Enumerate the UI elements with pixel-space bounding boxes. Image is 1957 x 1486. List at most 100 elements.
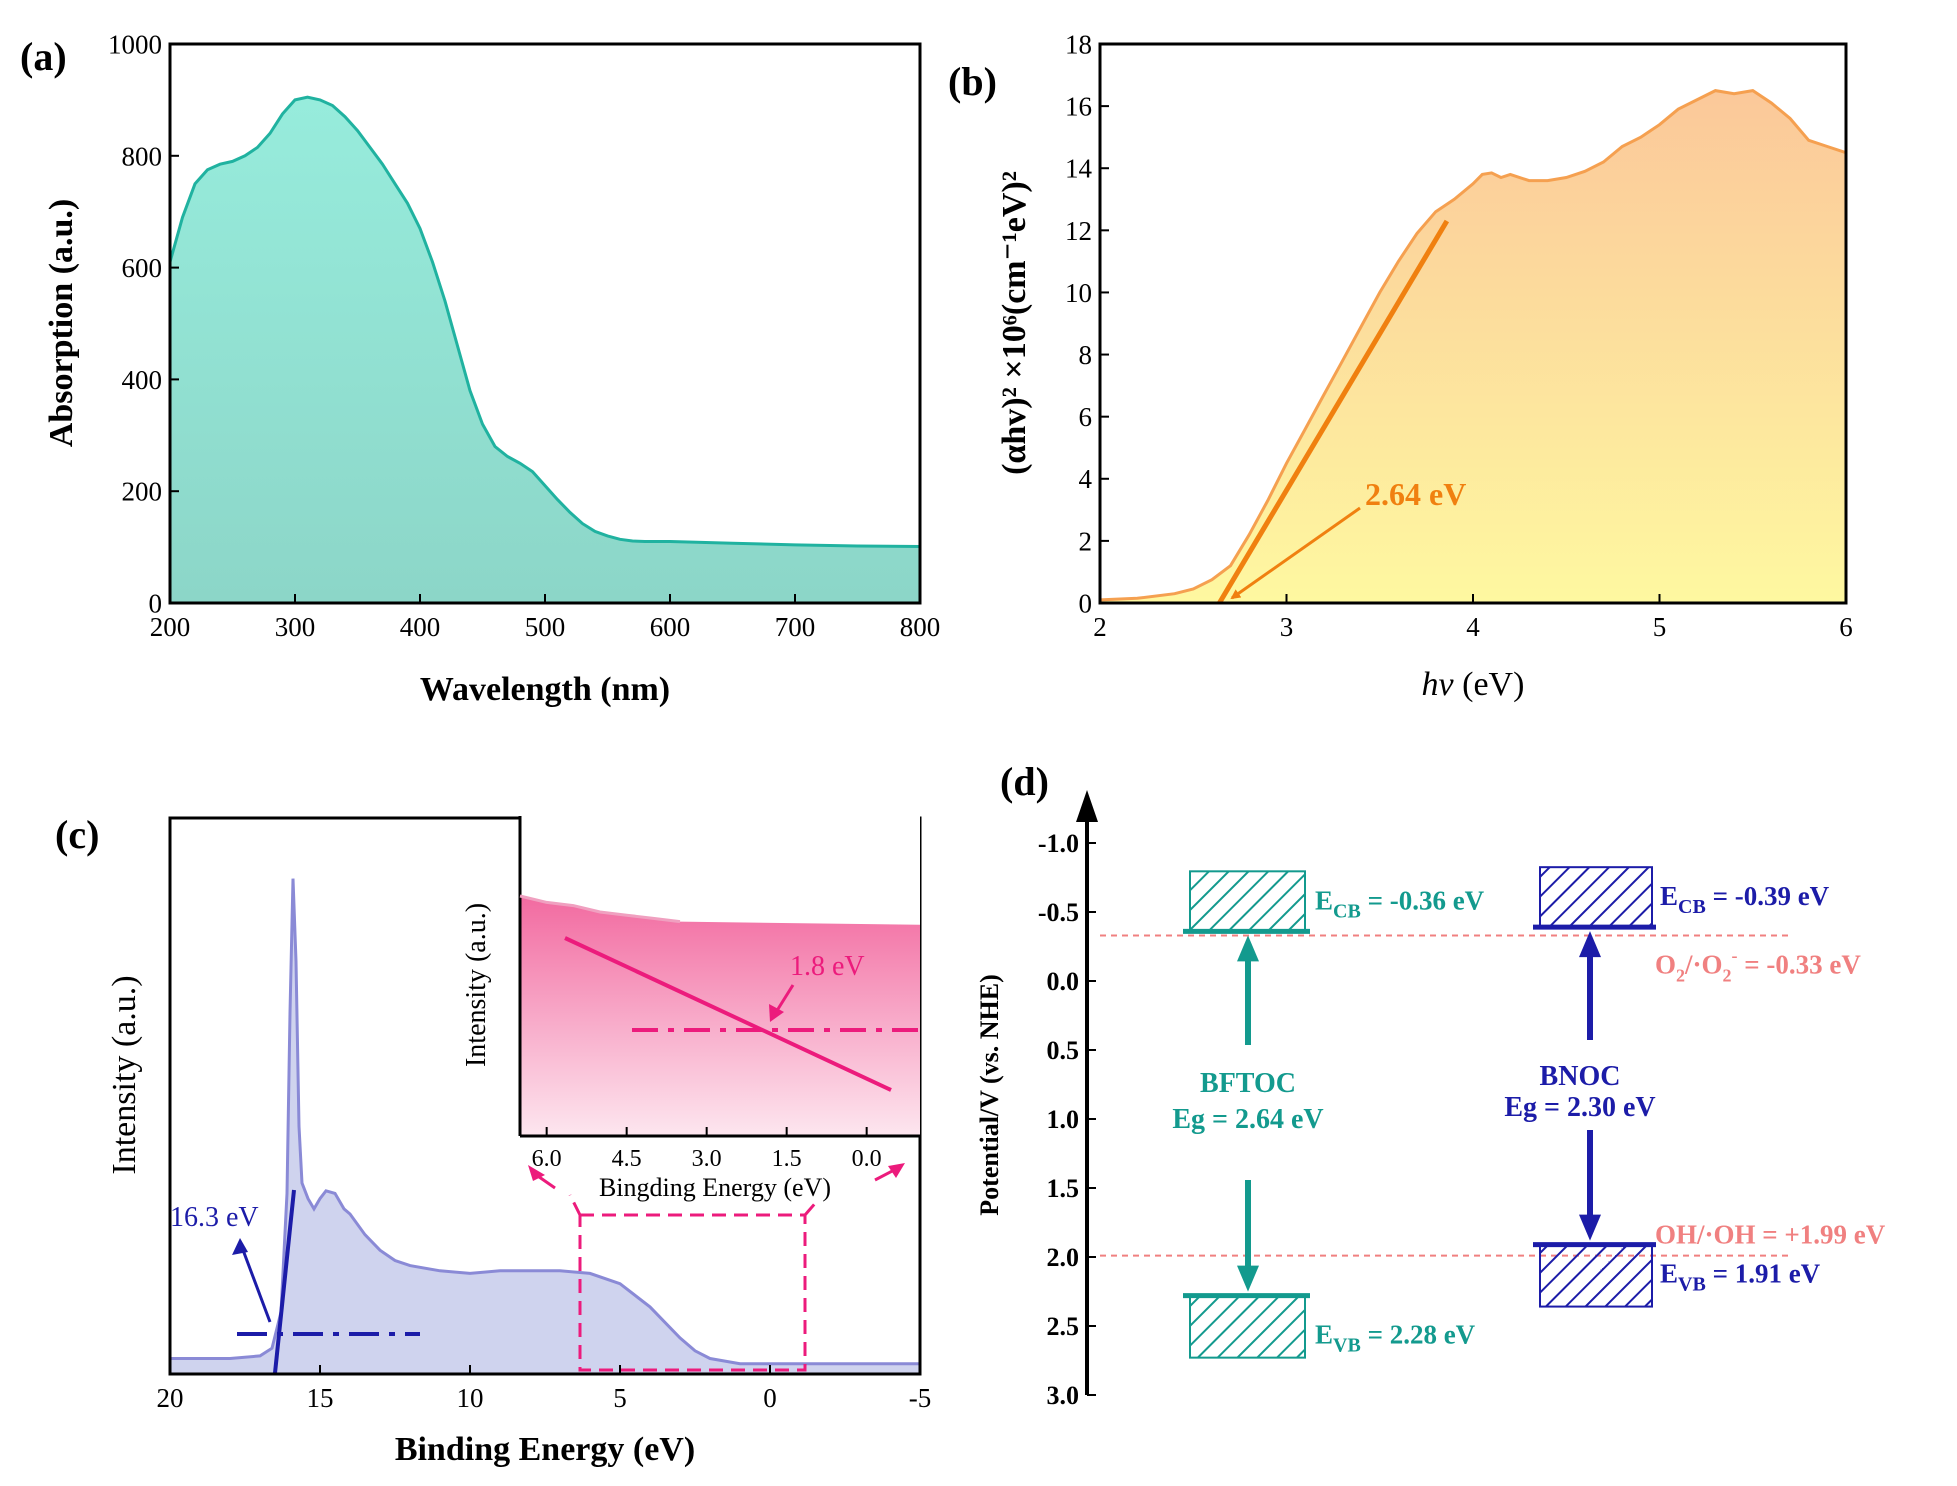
panel-b-x-tick-label: 4 [1466, 612, 1480, 642]
inset-fit-line [564, 936, 892, 1092]
bnoc-cb-hatch [1539, 866, 1653, 929]
panel-d-ylabel: Potential/V (vs. NHE) [975, 974, 1004, 1215]
panel-c-arrow [238, 1241, 272, 1323]
panel-b-xlabel-italic: hv [1422, 666, 1455, 703]
panel-b-label: (b) [948, 59, 997, 104]
panel-a-area [170, 97, 920, 603]
ref-o2-part2: /·O [1684, 949, 1723, 979]
panel-b-y-tick-label: 6 [1079, 402, 1093, 432]
bnoc-arrow-down-head [1579, 1214, 1601, 1241]
bftoc-arrow-down-head [1237, 1265, 1259, 1292]
band-bnoc: BNOC Eg = 2.30 eV ECB = -0.39 eV EVB = 1… [1504, 866, 1830, 1308]
panel-b-fit-line [1217, 219, 1450, 605]
ref-o2-sub2: 2 [1723, 965, 1732, 985]
panel-b-arrow [1230, 506, 1361, 600]
panel-c-x-ticks: 20 15 10 5 0 -5 [157, 1365, 931, 1413]
inset-x-tick-label: 3.0 [692, 1146, 722, 1172]
bftoc-eg: Eg = 2.64 eV [1172, 1104, 1323, 1135]
panel-c-arrowhead [232, 1238, 248, 1255]
reference-label-oh: OH/·OH = +1.99 eV [1655, 1220, 1886, 1250]
panel-c-zoom-connector-left [568, 1194, 582, 1216]
panel-a-xlabel: Wavelength (nm) [420, 671, 670, 708]
inset-ylabel: Intensity (a.u.) [461, 903, 492, 1067]
inset-x-tick-label: 6.0 [532, 1146, 562, 1172]
panel-c-fit-line [273, 1189, 296, 1374]
panel-b-y-tick-label: 16 [1065, 92, 1092, 122]
panel-d-y-tick-label: 1.0 [1047, 1105, 1080, 1134]
inset-left-pointer [531, 1170, 556, 1190]
panel-c-ylabel: Intensity (a.u.) [106, 975, 143, 1174]
ref-o2-sup: - [1732, 945, 1738, 965]
panel-a: (a) 200 300 400 500 600 700 800 02004006008001… [20, 29, 940, 708]
panel-a-y-tick-label: 0 [149, 588, 163, 618]
bftoc-cb-value: = -0.36 eV [1361, 885, 1485, 915]
panel-b-xlabel: hv (eV) [1422, 666, 1525, 703]
bnoc-vb-value: = 1.91 eV [1706, 1259, 1821, 1289]
inset-x-tick-label: 4.5 [612, 1146, 642, 1172]
panel-a-y-tick-label: 1000 [108, 29, 162, 59]
panel-b-area [1100, 90, 1846, 604]
bftoc-cb-sub: CB [1333, 900, 1361, 922]
panel-c-x-tick-label: 20 [157, 1383, 184, 1413]
bftoc-cb-main: E [1315, 885, 1333, 915]
panel-a-x-tick-label: 600 [650, 612, 691, 642]
bnoc-name: BNOC [1540, 1061, 1621, 1092]
panel-c-annotation: 16.3 eV [170, 1202, 259, 1233]
inset-x-tick-label: 0.0 [852, 1146, 882, 1172]
inset-right-pointer [874, 1166, 899, 1182]
panel-d-axis-arrowhead [1076, 790, 1098, 822]
bftoc-vb-value: = 2.28 eV [1361, 1320, 1476, 1350]
panel-b-x-tick-label: 5 [1653, 612, 1667, 642]
bftoc-cb-hatch [1189, 870, 1306, 933]
ref-o2-sub: 2 [1676, 965, 1685, 985]
panel-c-zoom-box [578, 1213, 807, 1372]
inset-right-pointer-arrow [888, 1163, 905, 1178]
panel-c-x-tick-label: 0 [763, 1383, 777, 1413]
bftoc-name: BFTOC [1200, 1068, 1296, 1099]
panel-b-y-tick-label: 8 [1079, 340, 1093, 370]
panel-b-x-tick-label: 6 [1839, 612, 1853, 642]
panel-a-x-tick-label: 500 [525, 612, 566, 642]
panel-d-y-tick-label: -1.0 [1038, 829, 1079, 858]
panel-b-y-tick-label: 2 [1079, 526, 1093, 556]
bnoc-arrow-up-head [1579, 931, 1601, 958]
bnoc-vb-hatch [1539, 1243, 1653, 1308]
panel-b-y-tick-label: 12 [1065, 216, 1092, 246]
panel-a-y-tick-label: 600 [122, 253, 163, 283]
panel-d-y-tick-label: 2.0 [1047, 1243, 1080, 1272]
panel-c-xlabel: Binding Energy (eV) [395, 1431, 695, 1468]
bnoc-vb-sub: VB [1678, 1274, 1706, 1296]
panel-b-line [1099, 89, 1847, 602]
panel-b-y-tick-label: 18 [1065, 29, 1092, 59]
panel-d: (d) -1.0 -0.5 0.0 0.5 1.0 1.5 2.0 2.5 3.0 Potent… [975, 759, 1886, 1410]
panel-c-x-tick-label: 15 [307, 1383, 334, 1413]
panel-c-x-tick-label: 5 [613, 1383, 627, 1413]
panel-b-y-tick-label: 0 [1079, 588, 1093, 618]
ref-o2-value: = -0.33 eV [1738, 949, 1862, 979]
panel-d-y-tick-label: 0.0 [1047, 967, 1080, 996]
panel-b-annotation: 2.64 eV [1365, 476, 1466, 512]
panel-c: (c) 16.3 eV 20 15 10 5 0 -5 Binding Energy (e… [55, 812, 931, 1468]
panel-d-label: (d) [1000, 759, 1049, 804]
panel-d-y-ticks: -1.0 -0.5 0.0 0.5 1.0 1.5 2.0 2.5 3.0 [1038, 829, 1096, 1410]
panel-c-x-tick-label: 10 [457, 1383, 484, 1413]
inset-x-tick-label: 1.5 [772, 1146, 802, 1172]
panel-b-y-tick-label: 14 [1065, 154, 1093, 184]
bnoc-eg: Eg = 2.30 eV [1504, 1092, 1655, 1123]
bftoc-arrow-up-head [1237, 935, 1259, 962]
panel-d-y-tick-label: 0.5 [1047, 1036, 1080, 1065]
panel-b-x-tick-label: 3 [1280, 612, 1294, 642]
panel-b-x-ticks: 2 3 4 5 6 [1093, 594, 1853, 642]
panel-c-line [170, 878, 920, 1366]
band-bftoc: BFTOC Eg = 2.64 eV ECB = -0.36 eV EVB = … [1172, 870, 1485, 1359]
bnoc-cb-sub: CB [1678, 896, 1706, 918]
panel-a-label: (a) [20, 34, 67, 79]
panel-d-y-tick-label: -0.5 [1038, 898, 1079, 927]
panel-a-y-tick-label: 800 [122, 141, 163, 171]
inset-area [520, 896, 920, 1136]
ref-o2-part1: O [1655, 949, 1676, 979]
panel-d-y-tick-label: 2.5 [1047, 1312, 1080, 1341]
panel-b-ylabel: (αhv)² ×10⁶(cm⁻¹eV)² [996, 171, 1033, 475]
bnoc-cb-main: E [1660, 881, 1678, 911]
